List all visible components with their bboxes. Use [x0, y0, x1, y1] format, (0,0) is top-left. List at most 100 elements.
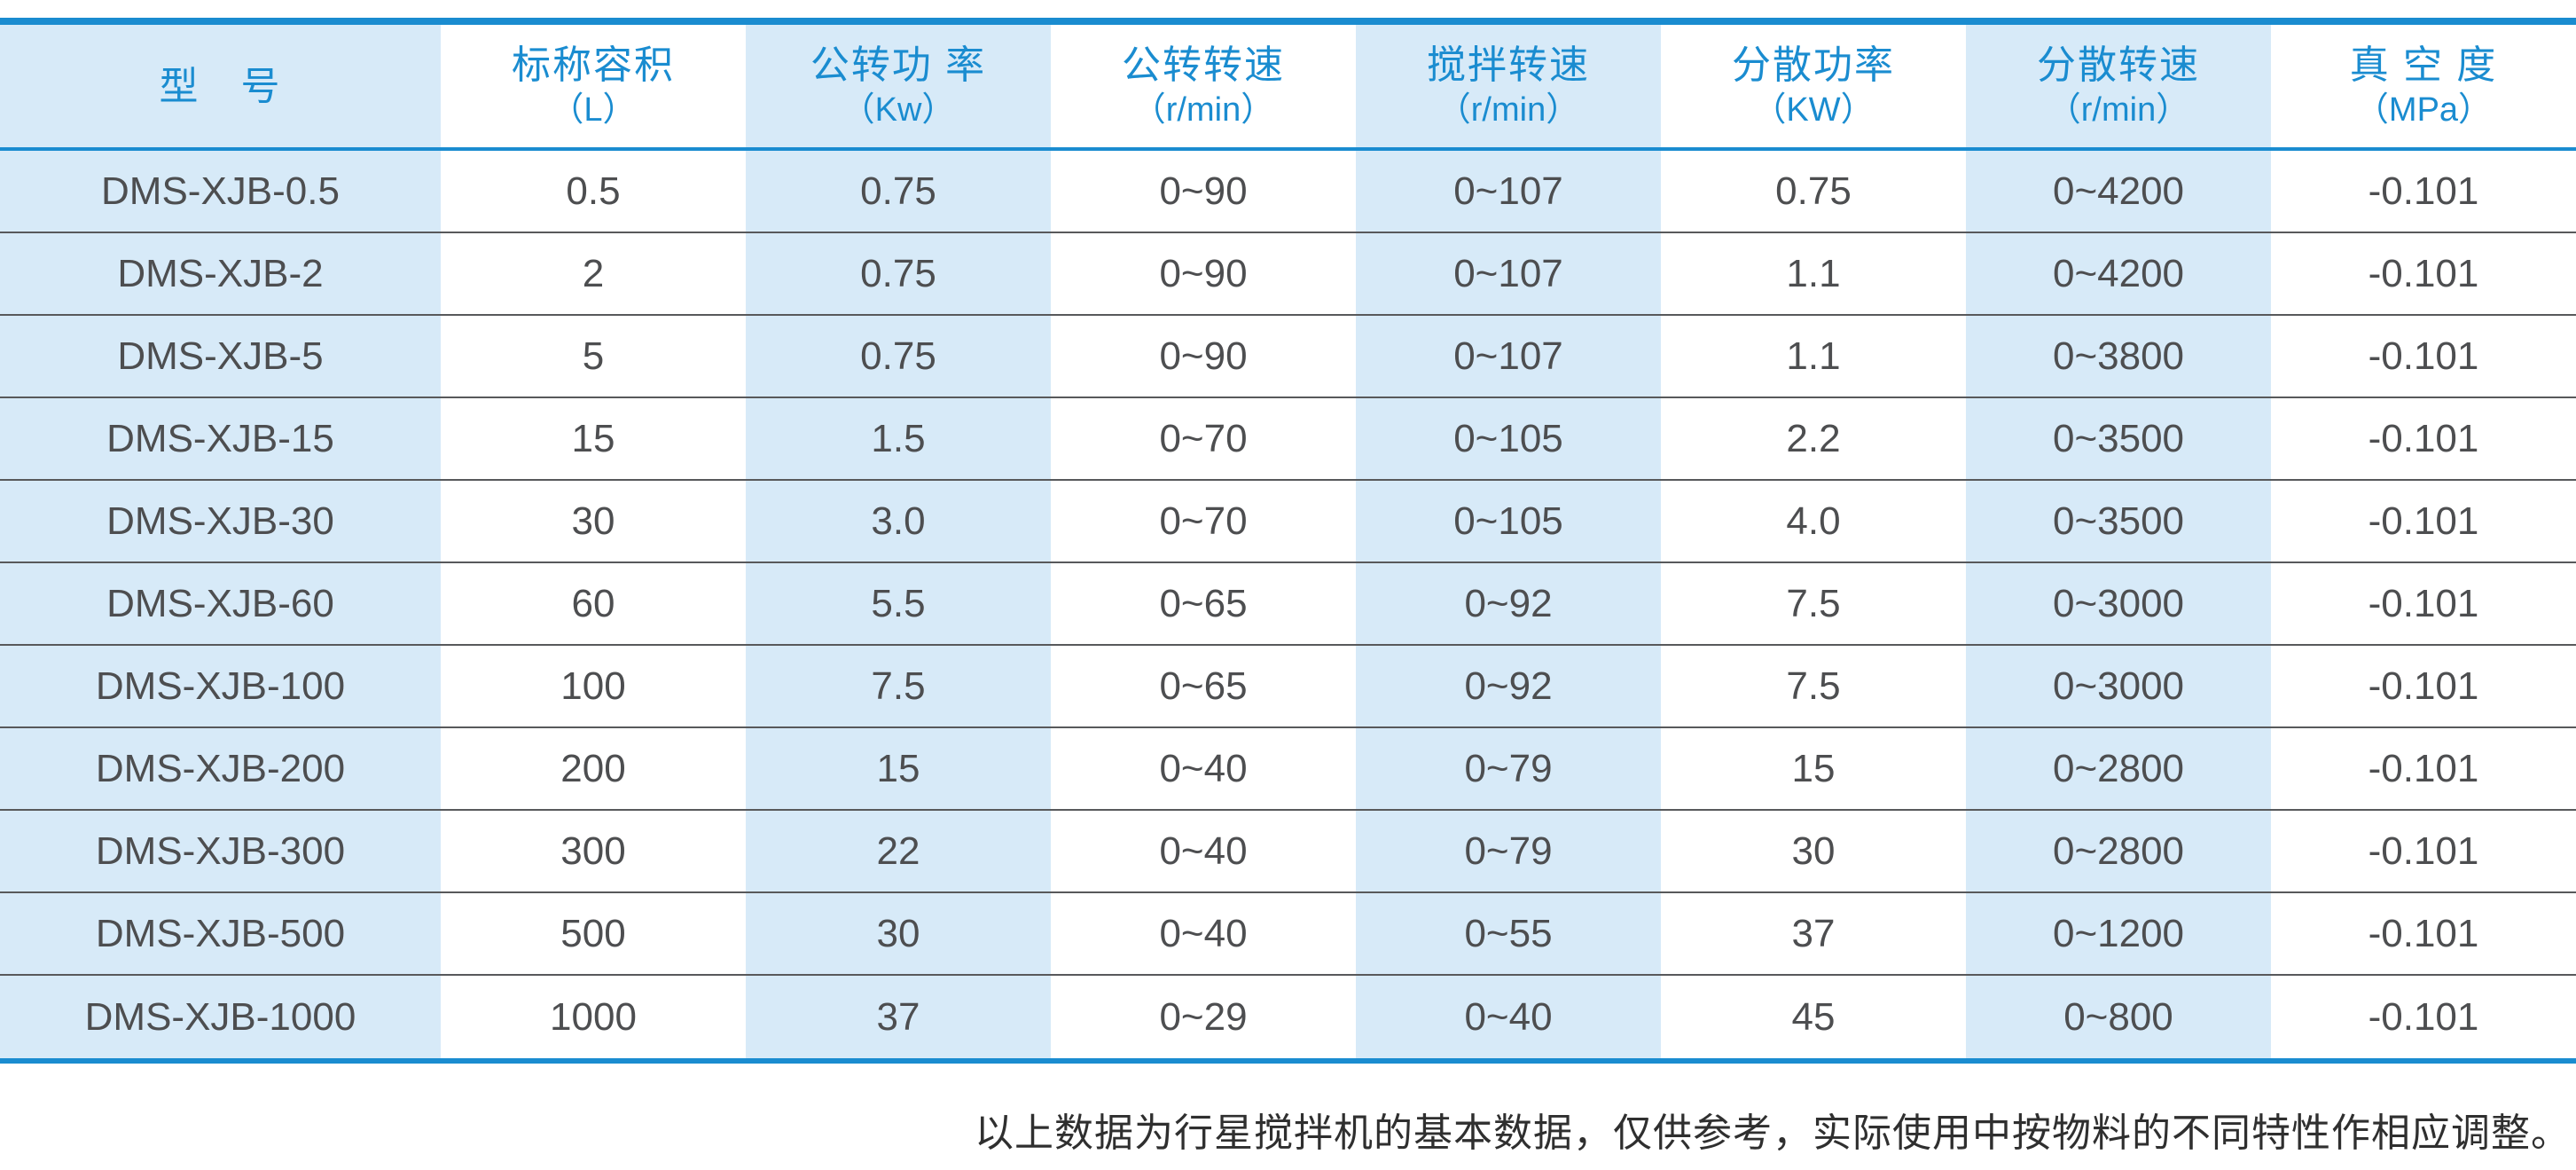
column-header-model: 型 号 [0, 25, 441, 147]
cell-value: 0~107 [1453, 334, 1563, 378]
cell-rev-power: 0.75 [746, 151, 1051, 232]
cell-value: 200 [560, 746, 626, 790]
cell-value: 0~107 [1453, 169, 1563, 213]
cell-value: 0~3000 [2052, 664, 2185, 708]
cell-stir-speed: 0~107 [1356, 233, 1661, 314]
cell-rev-speed: 0~65 [1051, 646, 1356, 726]
cell-value: 0~800 [2063, 994, 2173, 1039]
cell-disp-power: 15 [1661, 728, 1966, 809]
cell-vacuum: -0.101 [2271, 151, 2576, 232]
cell-stir-speed: 0~79 [1356, 811, 1661, 891]
cell-value: 1.1 [1786, 334, 1841, 378]
cell-disp-speed: 0~1200 [1966, 893, 2271, 974]
cell-stir-speed: 0~107 [1356, 151, 1661, 232]
cell-value: 0.75 [1775, 169, 1852, 213]
cell-value: 15 [1791, 746, 1836, 790]
cell-value: -0.101 [2368, 499, 2479, 543]
cell-value: DMS-XJB-100 [95, 664, 346, 708]
cell-value: 0~70 [1159, 499, 1248, 543]
cell-disp-speed: 0~3500 [1966, 481, 2271, 561]
cell-disp-speed: 0~3800 [1966, 316, 2271, 397]
cell-value: 30 [1791, 828, 1836, 873]
cell-stir-speed: 0~79 [1356, 728, 1661, 809]
cell-vacuum: -0.101 [2271, 316, 2576, 397]
cell-vacuum: -0.101 [2271, 233, 2576, 314]
cell-model: DMS-XJB-300 [0, 811, 441, 891]
cell-rev-speed: 0~70 [1051, 481, 1356, 561]
cell-value: 5.5 [871, 581, 926, 625]
cell-value: 1.5 [871, 416, 926, 460]
cell-value: 37 [1791, 911, 1836, 955]
cell-stir-speed: 0~92 [1356, 563, 1661, 644]
cell-vacuum: -0.101 [2271, 481, 2576, 561]
cell-value: 0~90 [1159, 251, 1248, 295]
table-header-row: 型 号 标称容积 （L） 公转功 率 （Kw） 公转转速 （r/min） 搅拌转… [0, 25, 2576, 151]
cell-rev-power: 30 [746, 893, 1051, 974]
cell-model: DMS-XJB-60 [0, 563, 441, 644]
cell-value: 1.1 [1786, 251, 1841, 295]
cell-disp-speed: 0~4200 [1966, 151, 2271, 232]
cell-volume: 500 [441, 893, 746, 974]
cell-vacuum: -0.101 [2271, 728, 2576, 809]
cell-disp-power: 1.1 [1661, 233, 1966, 314]
cell-stir-speed: 0~92 [1356, 646, 1661, 726]
cell-disp-power: 0.75 [1661, 151, 1966, 232]
cell-value: 15 [571, 416, 615, 460]
table-row: DMS-XJB-100 100 7.5 0~65 0~92 7.5 0~3000… [0, 646, 2576, 728]
cell-rev-speed: 0~40 [1051, 811, 1356, 891]
cell-rev-speed: 0~70 [1051, 398, 1356, 479]
column-header-unit: （r/min） [1437, 90, 1580, 129]
cell-rev-power: 3.0 [746, 481, 1051, 561]
cell-value: 0.75 [860, 334, 936, 378]
cell-value: DMS-XJB-5 [117, 334, 324, 378]
cell-value: 0~65 [1159, 664, 1248, 708]
cell-rev-speed: 0~90 [1051, 316, 1356, 397]
column-header-label: 标称容积 [512, 43, 675, 87]
cell-value: 1000 [550, 994, 637, 1039]
cell-value: 0~65 [1159, 581, 1248, 625]
cell-vacuum: -0.101 [2271, 398, 2576, 479]
cell-value: 0.5 [566, 169, 621, 213]
cell-value: DMS-XJB-15 [106, 416, 334, 460]
cell-value: -0.101 [2368, 828, 2479, 873]
cell-value: 3.0 [871, 499, 926, 543]
cell-value: 0~3800 [2052, 334, 2185, 378]
column-header-label: 真 空 度 [2349, 43, 2498, 87]
cell-value: -0.101 [2368, 911, 2479, 955]
cell-value: -0.101 [2368, 994, 2479, 1039]
cell-volume: 1000 [441, 976, 746, 1058]
cell-model: DMS-XJB-500 [0, 893, 441, 974]
column-header-label: 分散功率 [1732, 43, 1895, 87]
cell-value: 30 [571, 499, 615, 543]
cell-value: 0~3000 [2052, 581, 2185, 625]
cell-value: -0.101 [2368, 416, 2479, 460]
table-row: DMS-XJB-500 500 30 0~40 0~55 37 0~1200 -… [0, 893, 2576, 976]
cell-model: DMS-XJB-0.5 [0, 151, 441, 232]
cell-disp-power: 4.0 [1661, 481, 1966, 561]
column-header-dispersion-power: 分散功率 （KW） [1661, 25, 1966, 147]
cell-value: 0~107 [1453, 251, 1563, 295]
cell-value: 0~3500 [2052, 416, 2185, 460]
cell-value: -0.101 [2368, 746, 2479, 790]
cell-value: 0~70 [1159, 416, 1248, 460]
cell-stir-speed: 0~40 [1356, 976, 1661, 1058]
cell-value: DMS-XJB-1000 [84, 994, 356, 1039]
cell-disp-power: 7.5 [1661, 646, 1966, 726]
column-header-unit: （MPa） [2354, 90, 2493, 129]
cell-vacuum: -0.101 [2271, 976, 2576, 1058]
cell-value: 0~4200 [2052, 251, 2185, 295]
table-row: DMS-XJB-1000 1000 37 0~29 0~40 45 0~800 … [0, 976, 2576, 1058]
cell-volume: 30 [441, 481, 746, 561]
table-row: DMS-XJB-5 5 0.75 0~90 0~107 1.1 0~3800 -… [0, 316, 2576, 398]
cell-value: 2.2 [1786, 416, 1841, 460]
cell-stir-speed: 0~105 [1356, 398, 1661, 479]
cell-value: 100 [560, 664, 626, 708]
cell-value: 45 [1791, 994, 1836, 1039]
cell-value: DMS-XJB-2 [117, 251, 324, 295]
cell-disp-speed: 0~2800 [1966, 811, 2271, 891]
cell-model: DMS-XJB-15 [0, 398, 441, 479]
cell-volume: 5 [441, 316, 746, 397]
table-row: DMS-XJB-300 300 22 0~40 0~79 30 0~2800 -… [0, 811, 2576, 893]
table-row: DMS-XJB-0.5 0.5 0.75 0~90 0~107 0.75 0~4… [0, 151, 2576, 233]
cell-rev-power: 0.75 [746, 233, 1051, 314]
